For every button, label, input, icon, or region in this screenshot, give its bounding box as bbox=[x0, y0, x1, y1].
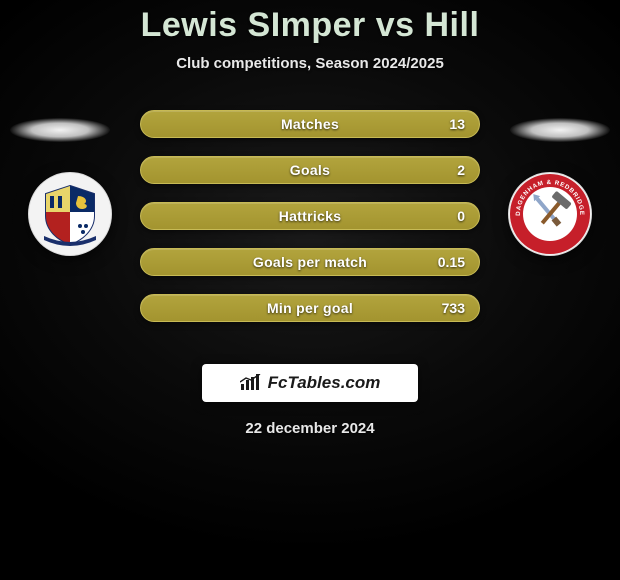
brand-box: FcTables.com bbox=[202, 364, 418, 402]
team-crest-right: DAGENHAM & REDBRIDGE 1992 bbox=[508, 172, 592, 256]
stat-bar-goals: Goals 2 bbox=[140, 156, 480, 184]
infographic-root: Lewis SImper vs Hill Club competitions, … bbox=[0, 0, 620, 437]
stat-bars: Matches 13 Goals 2 Hattricks 0 Goals per… bbox=[140, 110, 480, 322]
team-crest-left bbox=[28, 172, 112, 256]
bar-chart-icon bbox=[240, 374, 262, 392]
stat-label: Matches bbox=[281, 116, 339, 132]
stat-value: 0.15 bbox=[438, 254, 465, 270]
stat-value: 13 bbox=[449, 116, 465, 132]
comparison-stage: DAGENHAM & REDBRIDGE 1992 bbox=[0, 100, 620, 340]
stat-value: 2 bbox=[457, 162, 465, 178]
stat-bar-matches: Matches 13 bbox=[140, 110, 480, 138]
svg-text:1992: 1992 bbox=[542, 234, 558, 242]
club-badge-icon: DAGENHAM & REDBRIDGE 1992 bbox=[508, 172, 592, 256]
stat-bar-goals-per-match: Goals per match 0.15 bbox=[140, 248, 480, 276]
ring-text-bottom: 1992 bbox=[542, 234, 558, 242]
stat-label: Goals per match bbox=[253, 254, 367, 270]
brand-name: FcTables.com bbox=[268, 373, 381, 393]
stat-value: 0 bbox=[457, 208, 465, 224]
stat-bar-hattricks: Hattricks 0 bbox=[140, 202, 480, 230]
page-subtitle: Club competitions, Season 2024/2025 bbox=[0, 55, 620, 72]
footer-date: 22 december 2024 bbox=[0, 420, 620, 437]
page-title: Lewis SImper vs Hill bbox=[0, 6, 620, 45]
stat-value: 733 bbox=[442, 300, 465, 316]
spotlight-left bbox=[10, 118, 110, 142]
stat-label: Goals bbox=[290, 162, 330, 178]
stat-bar-min-per-goal: Min per goal 733 bbox=[140, 294, 480, 322]
stat-label: Min per goal bbox=[267, 300, 353, 316]
stat-label: Hattricks bbox=[279, 208, 342, 224]
spotlight-right bbox=[510, 118, 610, 142]
shield-icon bbox=[38, 182, 102, 246]
